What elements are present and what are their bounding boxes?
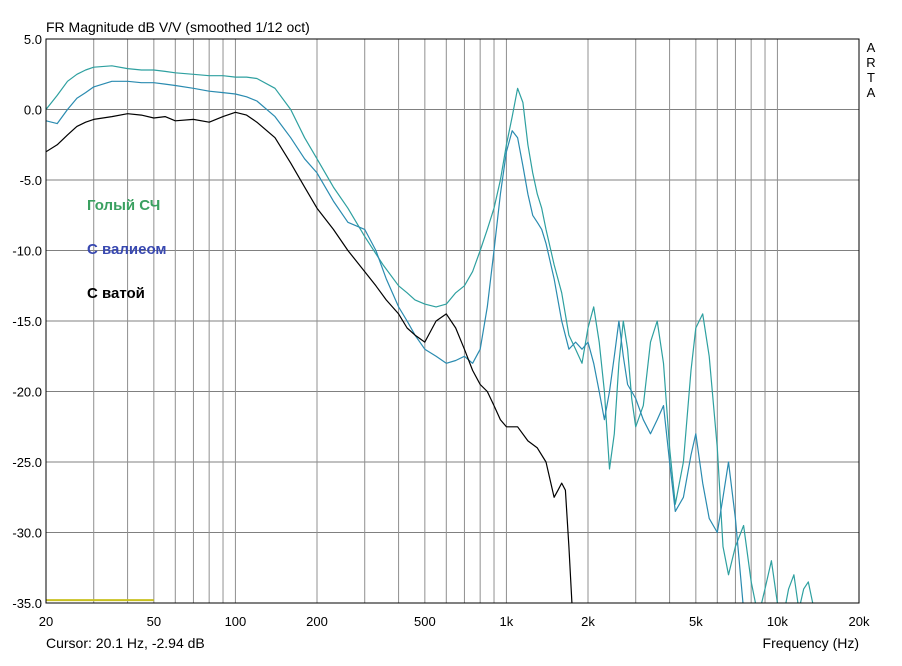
series-line-3 — [46, 111, 573, 603]
legend: Голый СЧ С валиеом С ватой — [87, 197, 167, 302]
x-tick-label: 50 — [147, 614, 161, 629]
brand-letter: T — [867, 70, 875, 85]
y-tick-label: -35.0 — [12, 596, 42, 611]
series-line-1 — [46, 65, 814, 603]
y-tick-label: -20.0 — [12, 385, 42, 400]
grid — [46, 39, 859, 603]
y-tick-label: 5.0 — [24, 32, 42, 47]
legend-entry: С валиеом — [87, 241, 167, 258]
x-tick-label: 500 — [414, 614, 436, 629]
plot-frame — [45, 38, 860, 604]
x-tick-label: 200 — [306, 614, 328, 629]
brand-letter: R — [866, 55, 875, 70]
y-tick-label: -30.0 — [12, 526, 42, 541]
chart-title: FR Magnitude dB V/V (smoothed 1/12 oct) — [46, 19, 310, 35]
brand-letter: A — [867, 40, 876, 55]
x-tick-label: 2k — [581, 614, 595, 629]
cursor-readout: Cursor: 20.1 Hz, -2.94 dB — [46, 635, 205, 651]
y-tick-label: -15.0 — [12, 314, 42, 329]
y-tick-label: -10.0 — [12, 244, 42, 259]
x-tick-label: 5k — [689, 614, 703, 629]
y-tick-label: 0.0 — [24, 103, 42, 118]
x-tick-label: 10k — [767, 614, 788, 629]
series-line-2 — [46, 80, 744, 603]
legend-entry: С ватой — [87, 285, 145, 302]
y-tick-label: -25.0 — [12, 455, 42, 470]
brand-letter: A — [867, 85, 876, 100]
x-tick-label: 20k — [849, 614, 870, 629]
y-tick-label: -5.0 — [20, 173, 42, 188]
x-axis-label: Frequency (Hz) — [763, 635, 859, 651]
x-tick-label: 100 — [225, 614, 247, 629]
legend-entry: Голый СЧ — [87, 197, 160, 214]
x-axis-ticks: 20 50 100 200 500 1k 2k 5k 10k 20k — [39, 614, 870, 629]
x-tick-label: 1k — [500, 614, 514, 629]
x-tick-label: 20 — [39, 614, 53, 629]
plot-lines — [46, 65, 814, 603]
y-axis-ticks: 5.0 0.0 -5.0 -10.0 -15.0 -20.0 -25.0 -30.0 -35.0 — [12, 32, 42, 611]
